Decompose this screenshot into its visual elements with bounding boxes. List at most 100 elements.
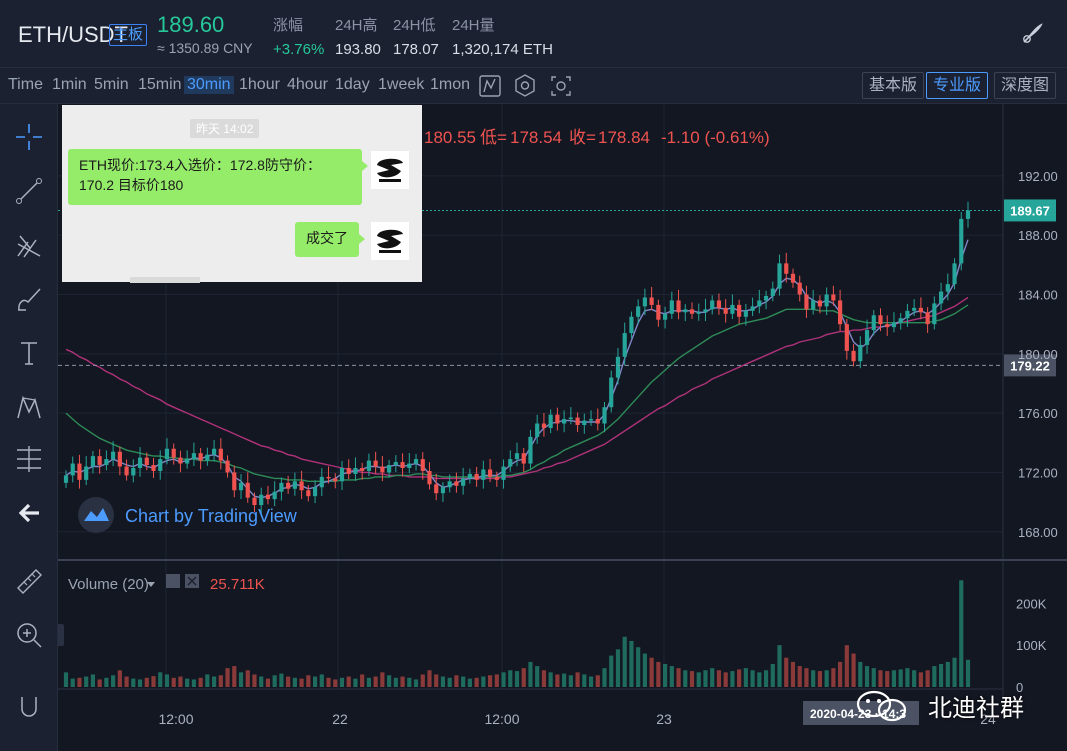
stat-high-label: 24H高 bbox=[335, 17, 378, 34]
candle bbox=[164, 448, 170, 460]
tf-30min[interactable]: 30min bbox=[184, 76, 234, 94]
tf-1day[interactable]: 1day bbox=[335, 76, 370, 93]
candle bbox=[844, 324, 849, 351]
volume-bar bbox=[360, 674, 365, 687]
price-axis: 192.00 188.00 184.00 180.00 176.00 172.00 168.… bbox=[1018, 169, 1058, 540]
candle bbox=[185, 459, 190, 464]
candle bbox=[171, 448, 176, 458]
candle bbox=[259, 494, 264, 506]
volume-bar bbox=[191, 679, 196, 687]
volume-bar bbox=[885, 671, 890, 687]
candle bbox=[218, 448, 223, 461]
candle bbox=[851, 350, 856, 362]
volume-bar bbox=[380, 672, 385, 687]
candle bbox=[158, 459, 163, 471]
tf-1min[interactable]: 1min bbox=[52, 76, 87, 93]
candle bbox=[864, 330, 870, 345]
candle bbox=[272, 491, 277, 500]
candle bbox=[528, 436, 533, 464]
volume-bar bbox=[447, 677, 452, 687]
volume-bar bbox=[90, 674, 96, 687]
volume-bar bbox=[474, 677, 479, 687]
tf-time[interactable]: Time bbox=[8, 76, 43, 93]
ohlc-low-value: 178.54 bbox=[510, 128, 562, 147]
tradingview-text: Chart by TradingView bbox=[125, 506, 298, 526]
crosshair-icon[interactable] bbox=[14, 122, 44, 152]
candle bbox=[797, 282, 802, 295]
candle bbox=[339, 468, 345, 482]
measure-icon[interactable] bbox=[14, 444, 44, 474]
candle bbox=[918, 307, 923, 313]
tf-5min[interactable]: 5min bbox=[94, 76, 129, 93]
volume-bar bbox=[326, 677, 331, 687]
candle bbox=[212, 448, 217, 455]
stat-volume-label: 24H量 bbox=[452, 17, 495, 34]
brush-icon[interactable] bbox=[1020, 22, 1044, 46]
pattern-icon[interactable] bbox=[14, 392, 44, 422]
candle bbox=[84, 466, 89, 480]
time-tick-label: 24 bbox=[980, 711, 996, 727]
candle bbox=[932, 303, 937, 325]
tf-1week[interactable]: 1week bbox=[378, 76, 425, 93]
brush-icon[interactable] bbox=[14, 284, 44, 314]
tf-15min[interactable]: 15min bbox=[138, 76, 182, 93]
candle bbox=[629, 316, 634, 334]
volume-bar bbox=[124, 676, 129, 687]
pro-version-button[interactable]: 专业版 bbox=[926, 72, 989, 99]
volume-tick-label: 0 bbox=[1016, 680, 1023, 695]
volume-settings-icon[interactable] bbox=[166, 574, 180, 588]
volume-tick-label: 100K bbox=[1016, 638, 1047, 653]
cursor-price-label: 179.22 bbox=[1010, 358, 1050, 373]
zoom-in-icon[interactable] bbox=[14, 620, 44, 650]
magnet-icon[interactable] bbox=[14, 692, 44, 722]
volume-bar bbox=[427, 670, 432, 687]
candle bbox=[353, 468, 358, 474]
volume-bar bbox=[137, 679, 143, 687]
price-tick-label: 192.00 bbox=[1018, 169, 1058, 184]
candle bbox=[90, 456, 96, 467]
pitchfork-icon[interactable] bbox=[14, 230, 44, 260]
candle bbox=[730, 304, 735, 314]
pane-collapse-handle[interactable] bbox=[58, 624, 64, 646]
trendline-icon[interactable] bbox=[14, 176, 44, 206]
screenshot-icon[interactable] bbox=[549, 73, 573, 99]
tf-1hour[interactable]: 1hour bbox=[239, 76, 280, 93]
volume-bar bbox=[481, 676, 486, 687]
volume-bar bbox=[777, 645, 782, 687]
candle bbox=[104, 459, 109, 466]
basic-version-button[interactable]: 基本版 bbox=[862, 72, 925, 99]
volume-bar bbox=[555, 674, 560, 687]
price-chart[interactable]: 180.55 低= 178.54 收= 178.84 -1.10 (-0.61%… bbox=[58, 104, 1067, 751]
ruler-icon[interactable] bbox=[14, 566, 44, 596]
candle bbox=[548, 414, 553, 428]
volume-dropdown-icon[interactable] bbox=[147, 582, 155, 587]
price-tick-label: 184.00 bbox=[1018, 288, 1058, 303]
volume-bar bbox=[804, 668, 809, 687]
tf-1mon[interactable]: 1mon bbox=[430, 76, 471, 93]
back-arrow-icon[interactable] bbox=[14, 498, 44, 528]
current-price-tag bbox=[1004, 199, 1056, 222]
candle bbox=[63, 475, 69, 483]
group-logo-icon bbox=[371, 222, 409, 260]
price-tick-label: 180.00 bbox=[1018, 347, 1058, 362]
text-icon[interactable] bbox=[14, 338, 44, 368]
price-tick-label: 188.00 bbox=[1018, 228, 1058, 243]
chat-message-2: 成交了 bbox=[295, 222, 365, 257]
ohlc-low-label: 低= bbox=[480, 128, 507, 147]
indicator-icon[interactable] bbox=[478, 73, 502, 99]
stat-change-value: +3.76% bbox=[273, 41, 325, 58]
depth-chart-button[interactable]: 深度图 bbox=[994, 72, 1057, 99]
candle bbox=[676, 300, 681, 313]
tf-4hour[interactable]: 4hour bbox=[287, 76, 328, 93]
volume-bar bbox=[467, 678, 472, 687]
volume-bar bbox=[649, 657, 654, 687]
candle bbox=[817, 300, 822, 307]
stat-high-value: 193.80 bbox=[335, 41, 381, 58]
candle bbox=[649, 297, 654, 305]
volume-bar bbox=[878, 670, 883, 687]
candle bbox=[959, 218, 964, 264]
time-tick-label: 12:00 bbox=[158, 711, 193, 727]
volume-bar bbox=[575, 672, 580, 687]
volume-bar bbox=[198, 677, 203, 687]
settings-icon[interactable] bbox=[513, 73, 537, 99]
